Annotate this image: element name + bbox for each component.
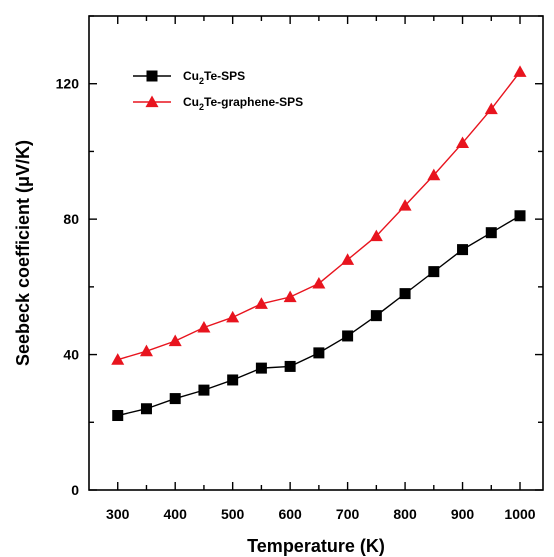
y-tick-label: 40 [63,347,79,363]
x-tick-label: 900 [451,506,475,522]
data-point [427,168,441,181]
legend-entry-1: Cu2Te-SPS [133,69,245,86]
data-point [198,384,210,396]
data-point [197,320,211,333]
data-point [342,330,354,342]
x-tick-label: 500 [221,506,245,522]
x-tick-label: 600 [278,506,302,522]
data-point [312,276,326,289]
legend-marker [146,70,158,82]
data-point [457,244,469,256]
data-point [140,403,152,415]
data-point [456,136,470,149]
data-point [313,347,325,359]
legend-marker [145,95,159,108]
data-point [111,353,125,365]
data-point [485,227,497,239]
x-tick-labels: 300 400 500 600 700 800 900 1000 [106,506,536,522]
data-point [139,344,153,357]
x-tick-label: 400 [164,506,188,522]
x-axis-title: Temperature (K) [247,536,385,556]
legend-label: Cu2Te-graphene-SPS [183,95,303,112]
data-point [341,253,355,265]
y-tick-label: 120 [56,76,80,92]
data-point [284,360,296,372]
x-tick-label: 1000 [504,506,535,522]
data-point [112,410,124,422]
data-point [399,288,411,300]
axis-ticks [89,15,543,491]
data-point [369,229,383,242]
data-point [370,310,382,322]
data-point [226,310,240,323]
series-1 [112,210,526,422]
y-tick-label: 80 [63,211,79,227]
series-2 [111,65,527,365]
data-point [513,65,527,77]
data-point [169,393,181,405]
x-tick-label: 700 [336,506,360,522]
series-layer [111,65,527,422]
data-point [428,266,440,278]
data-point [254,297,268,309]
series-line [117,71,521,361]
data-point [484,102,498,115]
data-point [283,290,297,303]
y-axis-title: Seebeck coefficient (μV/K) [13,140,33,366]
data-point [168,334,182,347]
x-tick-label: 800 [393,506,417,522]
legend-label: Cu2Te-SPS [183,69,245,86]
data-point [227,374,239,386]
y-tick-label: 0 [71,482,79,498]
plot-frame [88,15,544,491]
data-point [398,199,412,211]
legend: Cu2Te-SPS Cu2Te-graphene-SPS [133,69,303,112]
y-tick-labels: 0 40 80 120 [56,76,80,498]
data-point [255,362,267,374]
legend-entry-2: Cu2Te-graphene-SPS [133,95,303,112]
x-tick-label: 300 [106,506,130,522]
data-point [514,210,526,222]
